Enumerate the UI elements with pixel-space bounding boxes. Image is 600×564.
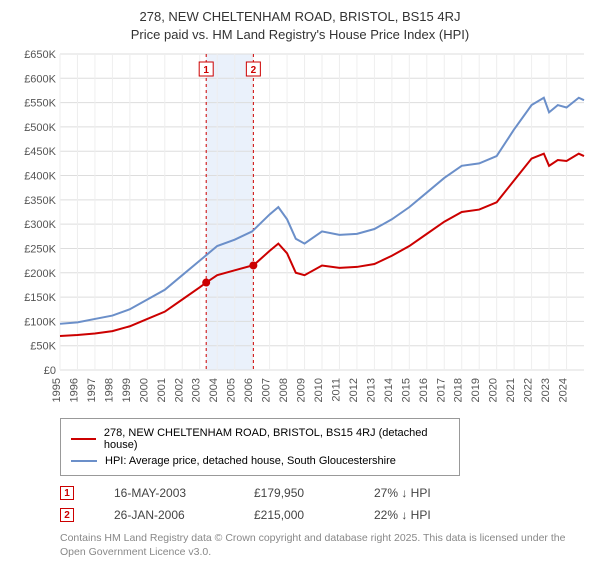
tx-date: 16-MAY-2003: [114, 486, 214, 500]
svg-text:2: 2: [251, 65, 257, 76]
svg-text:2001: 2001: [156, 378, 168, 402]
table-row: 1 16-MAY-2003 £179,950 27% ↓ HPI: [60, 482, 588, 504]
svg-text:£600K: £600K: [24, 74, 56, 86]
tx-marker-1: 1: [60, 486, 74, 500]
legend: 278, NEW CHELTENHAM ROAD, BRISTOL, BS15 …: [60, 418, 460, 476]
svg-text:2016: 2016: [418, 378, 430, 402]
svg-text:1995: 1995: [51, 378, 63, 402]
svg-text:2013: 2013: [365, 378, 377, 402]
svg-text:2012: 2012: [348, 378, 360, 402]
svg-text:£0: £0: [44, 365, 56, 377]
svg-text:2008: 2008: [278, 378, 290, 402]
tx-marker-2: 2: [60, 508, 74, 522]
legend-swatch-hpi: [71, 460, 97, 462]
attribution-text: Contains HM Land Registry data © Crown c…: [60, 532, 588, 559]
svg-text:2003: 2003: [191, 378, 203, 402]
svg-text:£550K: £550K: [24, 98, 56, 110]
chart-svg: £0 £50K £100K £150K £200K £250K £300K £350K £400…: [12, 50, 588, 410]
svg-text:1998: 1998: [103, 378, 115, 402]
svg-text:£50K: £50K: [30, 341, 56, 353]
tx-date: 26-JAN-2006: [114, 508, 214, 522]
legend-swatch-property: [71, 438, 96, 440]
tx-price: £179,950: [254, 486, 334, 500]
tx-price: £215,000: [254, 508, 334, 522]
svg-text:2024: 2024: [558, 378, 570, 402]
svg-text:2019: 2019: [470, 378, 482, 402]
table-row: 2 26-JAN-2006 £215,000 22% ↓ HPI: [60, 504, 588, 526]
svg-text:2004: 2004: [208, 378, 220, 402]
svg-text:£200K: £200K: [24, 268, 56, 280]
svg-text:2017: 2017: [435, 378, 447, 402]
chart-title: 278, NEW CHELTENHAM ROAD, BRISTOL, BS15 …: [12, 8, 588, 44]
svg-text:2015: 2015: [400, 378, 412, 402]
svg-text:1: 1: [203, 65, 209, 76]
svg-text:2009: 2009: [296, 378, 308, 402]
svg-text:1999: 1999: [121, 378, 133, 402]
svg-text:1997: 1997: [86, 378, 98, 402]
svg-text:2014: 2014: [383, 378, 395, 402]
svg-text:2005: 2005: [226, 378, 238, 402]
title-line-2: Price paid vs. HM Land Registry's House …: [131, 27, 469, 42]
svg-text:2007: 2007: [261, 378, 273, 402]
price-chart: £0 £50K £100K £150K £200K £250K £300K £350K £400…: [12, 50, 588, 410]
svg-text:£650K: £650K: [24, 50, 56, 61]
svg-text:1996: 1996: [68, 378, 80, 402]
title-line-1: 278, NEW CHELTENHAM ROAD, BRISTOL, BS15 …: [140, 9, 461, 24]
transactions-table: 1 16-MAY-2003 £179,950 27% ↓ HPI 2 26-JA…: [60, 482, 588, 526]
svg-text:2022: 2022: [523, 378, 535, 402]
svg-text:£400K: £400K: [24, 171, 56, 183]
svg-text:£450K: £450K: [24, 147, 56, 159]
legend-item-property: 278, NEW CHELTENHAM ROAD, BRISTOL, BS15 …: [71, 425, 449, 453]
svg-text:2010: 2010: [313, 378, 325, 402]
svg-text:2006: 2006: [243, 378, 255, 402]
svg-text:2011: 2011: [330, 378, 342, 402]
svg-text:2000: 2000: [138, 378, 150, 402]
tx-delta: 27% ↓ HPI: [374, 486, 431, 500]
svg-text:2023: 2023: [540, 378, 552, 402]
legend-label-property: 278, NEW CHELTENHAM ROAD, BRISTOL, BS15 …: [104, 427, 449, 451]
svg-text:£500K: £500K: [24, 122, 56, 134]
svg-text:£100K: £100K: [24, 317, 56, 329]
tx-delta: 22% ↓ HPI: [374, 508, 431, 522]
svg-text:2021: 2021: [505, 378, 517, 402]
svg-text:£300K: £300K: [24, 220, 56, 232]
svg-text:2002: 2002: [173, 378, 185, 402]
svg-text:£250K: £250K: [24, 244, 56, 256]
svg-text:£150K: £150K: [24, 292, 56, 304]
svg-text:£350K: £350K: [24, 195, 56, 207]
svg-text:2020: 2020: [488, 378, 500, 402]
svg-text:2018: 2018: [453, 378, 465, 402]
legend-label-hpi: HPI: Average price, detached house, Sout…: [105, 455, 396, 467]
legend-item-hpi: HPI: Average price, detached house, Sout…: [71, 453, 449, 469]
